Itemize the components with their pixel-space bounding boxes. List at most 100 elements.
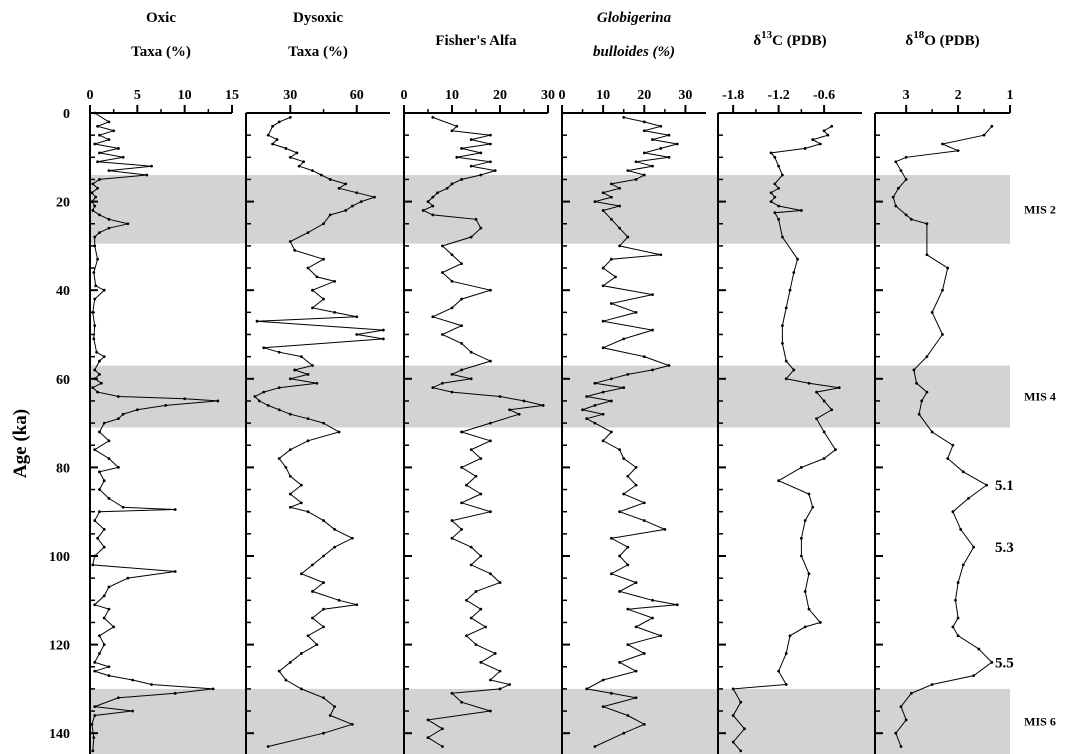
data-point bbox=[450, 519, 454, 522]
data-point bbox=[107, 585, 111, 589]
data-point bbox=[306, 417, 310, 421]
data-point bbox=[450, 306, 454, 310]
data-point bbox=[311, 288, 314, 292]
data-point bbox=[93, 377, 97, 381]
data-point bbox=[94, 284, 98, 288]
data-point bbox=[306, 439, 310, 443]
data-point bbox=[626, 474, 630, 478]
data-point bbox=[98, 231, 101, 235]
data-point bbox=[618, 510, 621, 514]
data-point bbox=[98, 634, 101, 638]
data-point bbox=[522, 399, 526, 403]
data-point bbox=[609, 691, 613, 695]
data-point bbox=[441, 381, 444, 385]
data-point bbox=[306, 510, 310, 514]
data-point bbox=[781, 235, 784, 239]
data-point bbox=[601, 191, 605, 195]
data-point bbox=[98, 133, 101, 137]
data-point bbox=[618, 226, 621, 230]
data-point bbox=[626, 607, 630, 611]
data-point bbox=[311, 616, 314, 620]
age-tick-label: 100 bbox=[49, 550, 70, 565]
data-point bbox=[131, 678, 135, 682]
data-point bbox=[455, 155, 459, 159]
data-point bbox=[834, 448, 837, 452]
data-point bbox=[288, 505, 292, 509]
data-point bbox=[359, 200, 363, 204]
data-point bbox=[967, 497, 970, 500]
data-point bbox=[93, 235, 97, 239]
data-point bbox=[618, 186, 621, 190]
panel-tick-label: 0 bbox=[87, 88, 94, 103]
data-point bbox=[450, 182, 454, 186]
data-point bbox=[460, 147, 463, 150]
data-point bbox=[253, 395, 257, 398]
data-point bbox=[102, 479, 106, 483]
panel-tick-label: 20 bbox=[493, 88, 507, 103]
data-point bbox=[93, 297, 97, 301]
data-point bbox=[626, 545, 630, 549]
data-point bbox=[98, 430, 101, 434]
data-point bbox=[479, 457, 483, 460]
data-point bbox=[642, 355, 646, 359]
data-point bbox=[107, 138, 111, 141]
panel-title: Fisher's Alfa bbox=[435, 33, 517, 49]
data-point bbox=[807, 381, 811, 385]
data-point bbox=[773, 211, 777, 215]
data-point bbox=[441, 333, 444, 336]
data-point bbox=[284, 147, 288, 150]
data-point bbox=[131, 709, 135, 713]
data-point bbox=[642, 722, 646, 726]
data-point bbox=[102, 643, 106, 646]
data-point bbox=[517, 412, 521, 416]
data-point bbox=[322, 607, 325, 611]
data-point bbox=[465, 483, 468, 487]
data-point bbox=[299, 687, 303, 691]
data-point bbox=[667, 133, 671, 137]
data-point bbox=[445, 186, 449, 190]
data-point bbox=[634, 466, 638, 469]
data-point bbox=[288, 240, 292, 243]
data-point bbox=[899, 745, 903, 748]
data-point bbox=[634, 696, 638, 700]
data-point bbox=[773, 155, 777, 159]
data-point bbox=[799, 209, 803, 212]
data-point bbox=[450, 253, 454, 257]
data-point bbox=[498, 395, 502, 398]
proxy-panel: Oxic Taxa (%) 0 5 10 15 bbox=[87, 10, 239, 754]
data-point bbox=[601, 390, 605, 394]
data-point bbox=[807, 572, 811, 576]
data-point bbox=[601, 209, 605, 212]
data-point bbox=[355, 603, 359, 607]
data-point bbox=[904, 178, 908, 181]
data-point bbox=[784, 652, 788, 655]
data-point bbox=[306, 231, 310, 235]
data-point bbox=[777, 217, 781, 221]
data-point bbox=[183, 397, 187, 401]
data-point bbox=[777, 669, 781, 673]
data-point bbox=[541, 403, 545, 407]
data-point bbox=[91, 310, 95, 314]
data-point bbox=[288, 660, 292, 664]
data-point bbox=[455, 124, 459, 128]
data-point bbox=[431, 386, 435, 390]
data-point bbox=[489, 288, 492, 292]
data-point bbox=[642, 129, 646, 133]
panel-tick-label: 2 bbox=[955, 88, 962, 103]
data-point bbox=[469, 164, 473, 168]
data-point bbox=[985, 483, 989, 487]
data-point bbox=[117, 147, 120, 150]
data-point bbox=[355, 333, 359, 336]
data-point bbox=[277, 457, 281, 460]
stage-label: MIS 2 bbox=[1024, 202, 1056, 216]
data-point bbox=[421, 209, 425, 212]
data-point bbox=[822, 457, 826, 460]
data-point bbox=[91, 182, 95, 186]
data-point bbox=[803, 519, 807, 522]
data-point bbox=[803, 625, 807, 629]
data-point bbox=[102, 616, 106, 620]
panel-tick-label: 15 bbox=[225, 88, 239, 103]
data-point bbox=[925, 390, 929, 394]
data-point bbox=[91, 386, 95, 390]
data-point bbox=[781, 324, 784, 328]
